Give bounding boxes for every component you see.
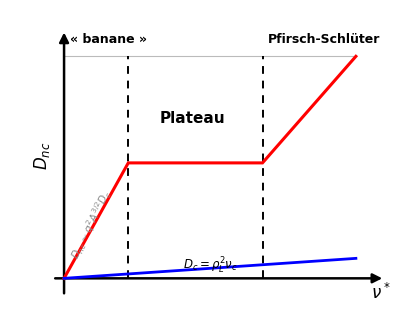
Text: Pfirsch-Schlüter: Pfirsch-Schlüter (268, 33, 381, 46)
Text: $\nu^*$: $\nu^*$ (371, 283, 391, 303)
Text: $D_{nc} \sim q^2 A^{3/2} D_c$: $D_{nc} \sim q^2 A^{3/2} D_c$ (68, 188, 115, 262)
Text: « banane »: « banane » (70, 33, 147, 46)
Text: $D_c = \rho_L^2 \nu_c$: $D_c = \rho_L^2 \nu_c$ (183, 256, 237, 276)
Text: Plateau: Plateau (160, 111, 225, 126)
Text: $D_{nc}$: $D_{nc}$ (32, 142, 52, 170)
